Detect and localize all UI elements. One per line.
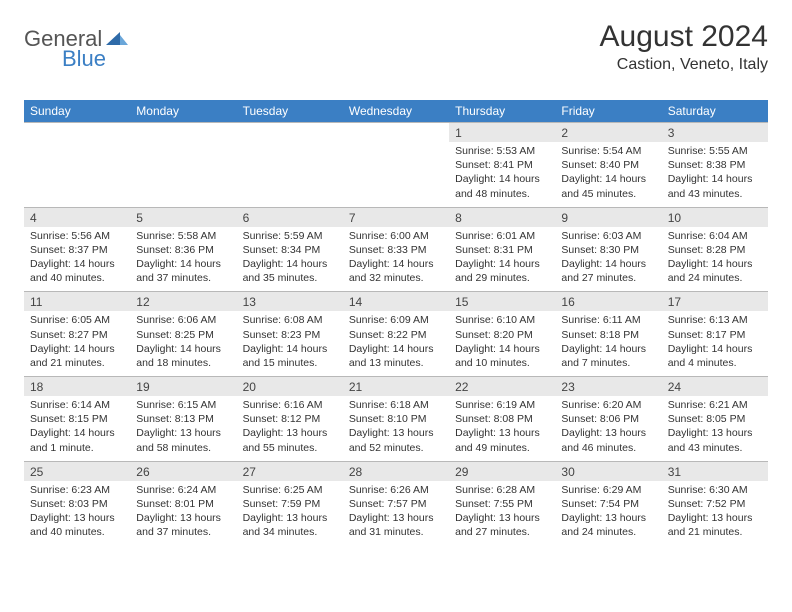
day-number: 1 — [449, 123, 555, 143]
detail-row: Sunrise: 6:23 AMSunset: 8:03 PMDaylight:… — [24, 481, 768, 546]
day-header-monday: Monday — [130, 100, 236, 123]
day-detail: Sunrise: 6:11 AMSunset: 8:18 PMDaylight:… — [555, 311, 661, 376]
day-number: 21 — [343, 377, 449, 397]
day-detail: Sunrise: 6:00 AMSunset: 8:33 PMDaylight:… — [343, 227, 449, 292]
day-detail: Sunrise: 6:13 AMSunset: 8:17 PMDaylight:… — [662, 311, 768, 376]
day-number: 27 — [237, 461, 343, 481]
day-number: 14 — [343, 292, 449, 312]
day-number: 26 — [130, 461, 236, 481]
day-number: 7 — [343, 207, 449, 227]
day-number: 19 — [130, 377, 236, 397]
day-detail: Sunrise: 6:09 AMSunset: 8:22 PMDaylight:… — [343, 311, 449, 376]
logo-blue-wrap: Blue — [62, 46, 106, 72]
day-detail: Sunrise: 6:10 AMSunset: 8:20 PMDaylight:… — [449, 311, 555, 376]
day-number: 13 — [237, 292, 343, 312]
day-number: 29 — [449, 461, 555, 481]
day-detail — [237, 142, 343, 207]
location: Castion, Veneto, Italy — [600, 56, 768, 74]
day-number: 11 — [24, 292, 130, 312]
day-detail — [343, 142, 449, 207]
detail-row: Sunrise: 5:56 AMSunset: 8:37 PMDaylight:… — [24, 227, 768, 292]
day-number: 2 — [555, 123, 661, 143]
day-detail: Sunrise: 5:54 AMSunset: 8:40 PMDaylight:… — [555, 142, 661, 207]
day-number: 5 — [130, 207, 236, 227]
logo-text-blue: Blue — [62, 46, 106, 71]
header: General August 2024 Castion, Veneto, Ita… — [24, 20, 768, 74]
day-header-saturday: Saturday — [662, 100, 768, 123]
day-number: 16 — [555, 292, 661, 312]
day-detail: Sunrise: 6:08 AMSunset: 8:23 PMDaylight:… — [237, 311, 343, 376]
title-block: August 2024 Castion, Veneto, Italy — [600, 20, 768, 74]
day-number — [130, 123, 236, 143]
day-number: 3 — [662, 123, 768, 143]
day-detail: Sunrise: 6:20 AMSunset: 8:06 PMDaylight:… — [555, 396, 661, 461]
day-number: 23 — [555, 377, 661, 397]
day-number: 15 — [449, 292, 555, 312]
day-number: 31 — [662, 461, 768, 481]
daynum-row: 123 — [24, 123, 768, 143]
day-detail: Sunrise: 6:23 AMSunset: 8:03 PMDaylight:… — [24, 481, 130, 546]
day-detail: Sunrise: 6:03 AMSunset: 8:30 PMDaylight:… — [555, 227, 661, 292]
detail-row: Sunrise: 5:53 AMSunset: 8:41 PMDaylight:… — [24, 142, 768, 207]
day-number: 8 — [449, 207, 555, 227]
day-detail: Sunrise: 6:05 AMSunset: 8:27 PMDaylight:… — [24, 311, 130, 376]
day-header-wednesday: Wednesday — [343, 100, 449, 123]
day-number: 10 — [662, 207, 768, 227]
day-header-friday: Friday — [555, 100, 661, 123]
detail-row: Sunrise: 6:05 AMSunset: 8:27 PMDaylight:… — [24, 311, 768, 376]
day-number: 20 — [237, 377, 343, 397]
day-detail: Sunrise: 6:28 AMSunset: 7:55 PMDaylight:… — [449, 481, 555, 546]
daynum-row: 18192021222324 — [24, 377, 768, 397]
daynum-row: 25262728293031 — [24, 461, 768, 481]
day-number: 4 — [24, 207, 130, 227]
day-detail — [130, 142, 236, 207]
day-header-sunday: Sunday — [24, 100, 130, 123]
day-detail: Sunrise: 6:04 AMSunset: 8:28 PMDaylight:… — [662, 227, 768, 292]
day-number — [24, 123, 130, 143]
calendar-page: General August 2024 Castion, Veneto, Ita… — [0, 0, 792, 565]
day-number: 25 — [24, 461, 130, 481]
day-number: 9 — [555, 207, 661, 227]
day-detail: Sunrise: 5:55 AMSunset: 8:38 PMDaylight:… — [662, 142, 768, 207]
day-header-thursday: Thursday — [449, 100, 555, 123]
day-detail: Sunrise: 6:01 AMSunset: 8:31 PMDaylight:… — [449, 227, 555, 292]
month-year: August 2024 — [600, 20, 768, 54]
day-detail — [24, 142, 130, 207]
day-detail: Sunrise: 6:19 AMSunset: 8:08 PMDaylight:… — [449, 396, 555, 461]
day-number: 18 — [24, 377, 130, 397]
day-detail: Sunrise: 6:16 AMSunset: 8:12 PMDaylight:… — [237, 396, 343, 461]
detail-row: Sunrise: 6:14 AMSunset: 8:15 PMDaylight:… — [24, 396, 768, 461]
day-detail: Sunrise: 6:29 AMSunset: 7:54 PMDaylight:… — [555, 481, 661, 546]
day-detail: Sunrise: 6:06 AMSunset: 8:25 PMDaylight:… — [130, 311, 236, 376]
day-detail: Sunrise: 5:53 AMSunset: 8:41 PMDaylight:… — [449, 142, 555, 207]
day-detail: Sunrise: 6:21 AMSunset: 8:05 PMDaylight:… — [662, 396, 768, 461]
day-number — [237, 123, 343, 143]
day-number: 22 — [449, 377, 555, 397]
daynum-row: 11121314151617 — [24, 292, 768, 312]
day-detail: Sunrise: 6:30 AMSunset: 7:52 PMDaylight:… — [662, 481, 768, 546]
day-header-tuesday: Tuesday — [237, 100, 343, 123]
day-number: 24 — [662, 377, 768, 397]
day-detail: Sunrise: 6:24 AMSunset: 8:01 PMDaylight:… — [130, 481, 236, 546]
day-detail: Sunrise: 5:56 AMSunset: 8:37 PMDaylight:… — [24, 227, 130, 292]
day-detail: Sunrise: 6:26 AMSunset: 7:57 PMDaylight:… — [343, 481, 449, 546]
day-detail: Sunrise: 6:14 AMSunset: 8:15 PMDaylight:… — [24, 396, 130, 461]
day-number: 12 — [130, 292, 236, 312]
logo-triangle-icon — [106, 29, 128, 50]
day-detail: Sunrise: 6:25 AMSunset: 7:59 PMDaylight:… — [237, 481, 343, 546]
day-detail: Sunrise: 6:18 AMSunset: 8:10 PMDaylight:… — [343, 396, 449, 461]
day-detail: Sunrise: 5:59 AMSunset: 8:34 PMDaylight:… — [237, 227, 343, 292]
day-number — [343, 123, 449, 143]
day-detail: Sunrise: 6:15 AMSunset: 8:13 PMDaylight:… — [130, 396, 236, 461]
calendar-table: SundayMondayTuesdayWednesdayThursdayFrid… — [24, 100, 768, 545]
day-number: 6 — [237, 207, 343, 227]
day-number: 17 — [662, 292, 768, 312]
daynum-row: 45678910 — [24, 207, 768, 227]
day-number: 30 — [555, 461, 661, 481]
day-number: 28 — [343, 461, 449, 481]
day-detail: Sunrise: 5:58 AMSunset: 8:36 PMDaylight:… — [130, 227, 236, 292]
day-header-row: SundayMondayTuesdayWednesdayThursdayFrid… — [24, 100, 768, 123]
